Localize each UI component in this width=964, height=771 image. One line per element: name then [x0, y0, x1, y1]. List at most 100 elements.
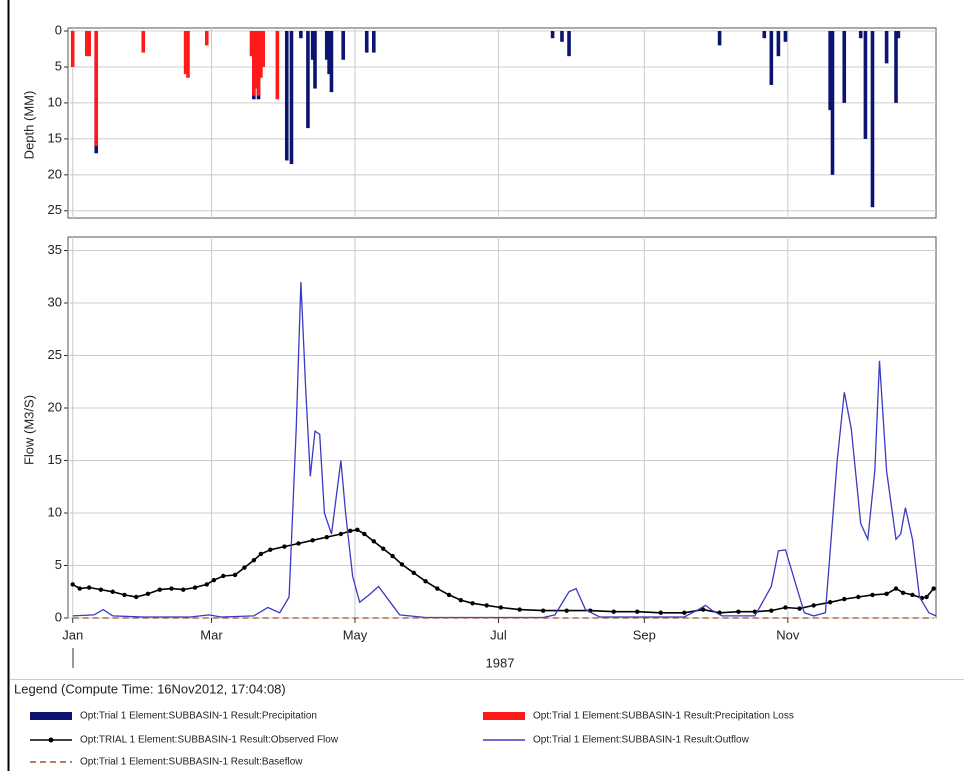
marker — [856, 594, 861, 600]
bar — [717, 31, 722, 46]
legend-label: Opt:Trial 1 Element:SUBBASIN-1 Result:Pr… — [80, 711, 317, 722]
marker — [611, 609, 616, 614]
marker — [900, 590, 906, 595]
marker — [338, 531, 344, 537]
legend-label: Opt:TRIAL 1 Element:SUBBASIN-1 Result:Ob… — [80, 735, 339, 746]
marker — [811, 603, 816, 608]
marker — [884, 591, 889, 597]
bar — [762, 31, 767, 39]
bar — [550, 31, 555, 39]
marker — [181, 587, 186, 592]
legend-swatch — [30, 712, 72, 720]
marker — [931, 586, 936, 591]
bar — [783, 31, 788, 42]
bar — [94, 31, 99, 147]
bar — [252, 31, 256, 96]
bar — [249, 31, 254, 57]
bar — [299, 31, 303, 39]
plot-area — [67, 236, 937, 619]
x-tick-label: Mar — [200, 627, 223, 642]
marker — [110, 589, 115, 594]
bar — [776, 31, 781, 57]
bar — [254, 31, 258, 89]
legend-label: Opt:Trial 1 Element:SUBBASIN-1 Result:Pr… — [533, 711, 794, 722]
bar — [560, 31, 564, 42]
y-tick-label: 0 — [55, 22, 62, 37]
marker — [517, 607, 522, 612]
marker — [204, 582, 209, 587]
bar — [863, 31, 868, 139]
bar — [329, 31, 334, 93]
marker — [435, 586, 440, 591]
marker — [682, 610, 687, 615]
bar — [289, 31, 294, 165]
marker — [232, 572, 238, 578]
y-tick-label: 0 — [55, 609, 62, 624]
bar — [204, 31, 209, 46]
bar — [183, 31, 188, 75]
marker — [134, 594, 139, 600]
x-tick-label: May — [343, 627, 368, 642]
bar — [327, 31, 331, 75]
marker — [211, 578, 217, 583]
marker — [842, 596, 847, 602]
marker — [924, 594, 929, 600]
marker — [348, 528, 353, 534]
bar — [306, 31, 310, 129]
marker — [310, 538, 315, 543]
marker — [258, 551, 264, 557]
y-tick-label: 15 — [48, 130, 62, 145]
bar — [567, 31, 571, 57]
bar — [186, 31, 190, 78]
bar — [896, 31, 901, 39]
marker — [484, 603, 489, 608]
marker — [355, 527, 360, 532]
marker — [423, 579, 428, 584]
bar — [858, 31, 863, 39]
marker — [458, 597, 464, 603]
marker — [98, 587, 104, 592]
y-tick-label: 5 — [55, 557, 62, 572]
bar — [828, 31, 832, 111]
bar — [870, 31, 875, 208]
bar — [371, 31, 376, 53]
marker — [446, 592, 452, 598]
marker — [251, 558, 257, 563]
marker — [700, 607, 706, 612]
bar — [842, 31, 847, 103]
bar — [313, 31, 317, 89]
marker — [362, 531, 367, 537]
bar — [310, 31, 315, 60]
marker — [893, 586, 899, 591]
marker — [77, 586, 82, 591]
legend-marker — [48, 737, 54, 743]
marker — [70, 582, 75, 587]
legend-label: Opt:Trial 1 Element:SUBBASIN-1 Result:Ou… — [533, 735, 750, 746]
marker — [769, 608, 774, 613]
marker — [324, 534, 329, 540]
y-axis-title: Flow (M3/S) — [21, 395, 36, 465]
bar — [85, 31, 89, 57]
marker — [381, 546, 386, 551]
bar — [275, 31, 280, 100]
marker — [86, 585, 92, 590]
marker — [540, 608, 546, 613]
marker — [870, 592, 875, 598]
marker — [399, 562, 405, 567]
bar — [364, 31, 369, 53]
bar — [894, 31, 898, 103]
bar — [87, 31, 91, 57]
x-tick-label: Jan — [62, 627, 83, 642]
marker — [268, 547, 273, 552]
bar — [141, 31, 146, 53]
marker — [192, 585, 198, 590]
marker — [371, 539, 376, 544]
marker — [783, 605, 788, 610]
marker — [736, 609, 741, 614]
y-tick-label: 25 — [48, 202, 62, 217]
bar — [256, 31, 261, 96]
y-axis-title: Depth (MM) — [21, 91, 36, 160]
bar — [769, 31, 774, 85]
legend-swatch — [483, 712, 525, 720]
